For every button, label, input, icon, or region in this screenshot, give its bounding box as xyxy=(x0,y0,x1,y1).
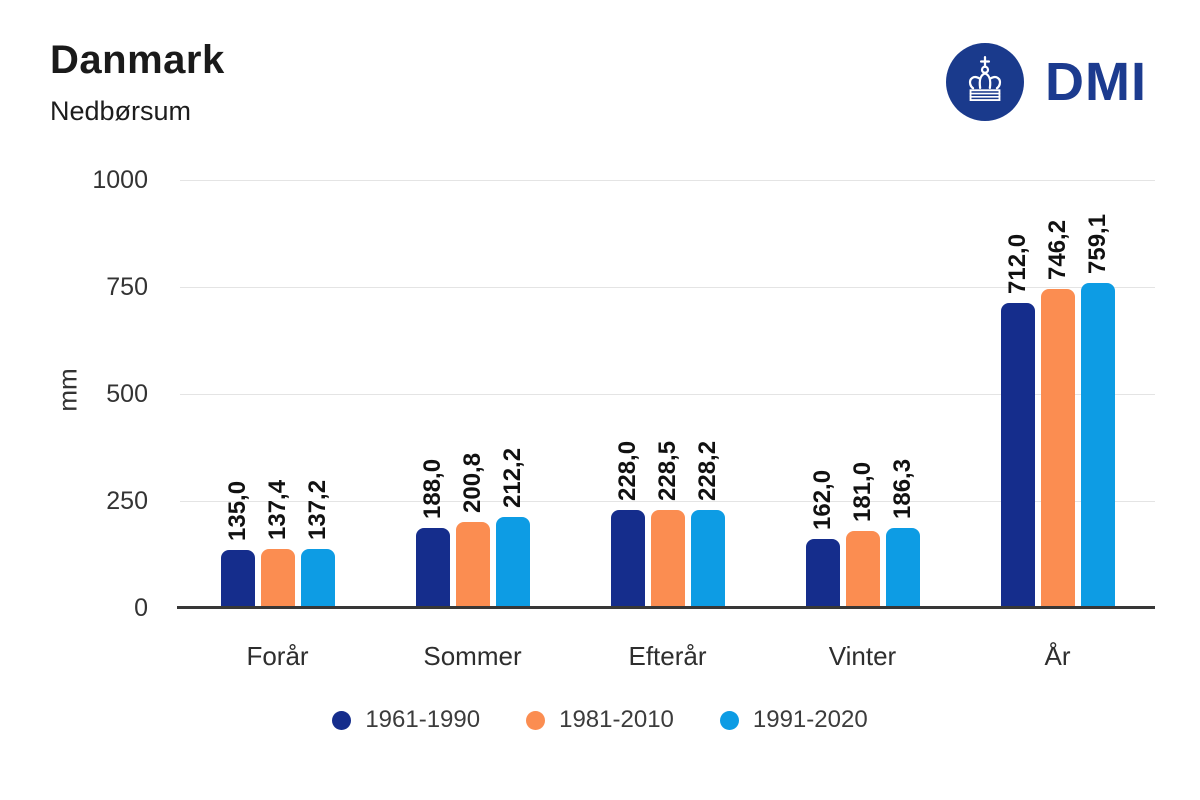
gridline-1000 xyxy=(180,179,1155,181)
y-tick-label-250: 250 xyxy=(106,487,148,515)
legend-label: 1981-2010 xyxy=(559,706,674,733)
dmi-logo-text: DMI xyxy=(1045,52,1147,112)
legend-marker-icon xyxy=(719,710,739,730)
plot-area: 0 250 500 750 1000 135,0 137,4 137,2 Forår 188,0 2… xyxy=(92,166,1155,671)
chart-title: Danmark xyxy=(50,38,225,82)
bar-1961-1990-Vinter xyxy=(805,538,840,608)
bar-1991-2020-Sommer xyxy=(495,517,530,608)
bar-1991-2020-Vinter xyxy=(885,528,920,608)
bar-value-label: 228,0 xyxy=(614,441,641,502)
y-tick-label-0: 0 xyxy=(134,594,148,622)
bar-1961-1990-Sommer xyxy=(415,527,450,608)
bar-value-label: 746,2 xyxy=(1044,219,1071,280)
bar-value-label: 162,0 xyxy=(809,469,836,530)
bar-1981-2010-Efterår xyxy=(650,510,685,608)
legend: 1961-1990 1981-2010 1991-2020 xyxy=(0,706,1200,734)
legend-item-1991-2020: 1991-2020 xyxy=(719,706,868,734)
y-tick-label-1000: 1000 xyxy=(92,166,148,194)
legend-marker-icon xyxy=(332,710,352,730)
x-axis-label-År: År xyxy=(1044,641,1071,671)
bar-1981-2010-Sommer xyxy=(455,522,490,608)
gridline-250 xyxy=(180,500,1155,502)
bar-value-label: 200,8 xyxy=(459,452,486,514)
bar-1991-2020-Forår xyxy=(300,549,335,608)
bar-1981-2010-År xyxy=(1040,288,1075,608)
x-axis-label-Vinter: Vinter xyxy=(828,641,897,671)
x-axis-label-Efterår: Efterår xyxy=(628,641,707,671)
chart-subtitle: Nedbørsum xyxy=(50,96,192,126)
y-tick-label-500: 500 xyxy=(106,380,148,408)
bar-1961-1990-Efterår xyxy=(610,510,645,608)
bar-value-label: 137,4 xyxy=(264,480,291,541)
legend-label: 1991-2020 xyxy=(752,706,868,733)
bar-1981-2010-Forår xyxy=(260,549,295,608)
bar-1991-2020-Efterår xyxy=(690,510,725,608)
gridline-500 xyxy=(180,393,1155,395)
legend-item-1981-2010: 1981-2010 xyxy=(526,706,674,734)
x-axis-label-Sommer: Sommer xyxy=(423,641,522,671)
bar-value-label: 212,2 xyxy=(499,448,526,509)
bar-1961-1990-Forår xyxy=(220,550,255,608)
dmi-logo: DMI xyxy=(946,43,1147,121)
bar-value-label: 712,0 xyxy=(1004,234,1031,295)
gridline-750 xyxy=(180,286,1155,288)
bar-value-label: 228,2 xyxy=(694,441,721,502)
y-tick-label-750: 750 xyxy=(106,273,148,301)
dmi-logo-circle xyxy=(946,43,1025,121)
bar-1981-2010-Vinter xyxy=(845,530,880,608)
bar-value-label: 186,3 xyxy=(889,459,916,520)
crown-icon xyxy=(957,52,1013,113)
bar-value-label: 137,2 xyxy=(304,480,331,541)
bar-value-label: 759,1 xyxy=(1084,214,1111,275)
bar-value-label: 135,0 xyxy=(224,481,251,542)
x-axis-label-Forår: Forår xyxy=(246,641,309,671)
legend-marker-icon xyxy=(526,710,546,730)
legend-label: 1961-1990 xyxy=(365,706,481,733)
bar-value-label: 188,0 xyxy=(419,458,446,519)
x-axis-line xyxy=(177,606,1155,609)
bar-value-label: 228,5 xyxy=(654,441,681,502)
legend-item-1961-1990: 1961-1990 xyxy=(332,706,480,734)
bar-1991-2020-År xyxy=(1080,283,1115,608)
bar-1961-1990-År xyxy=(1000,303,1035,608)
bar-value-label: 181,0 xyxy=(849,461,876,522)
